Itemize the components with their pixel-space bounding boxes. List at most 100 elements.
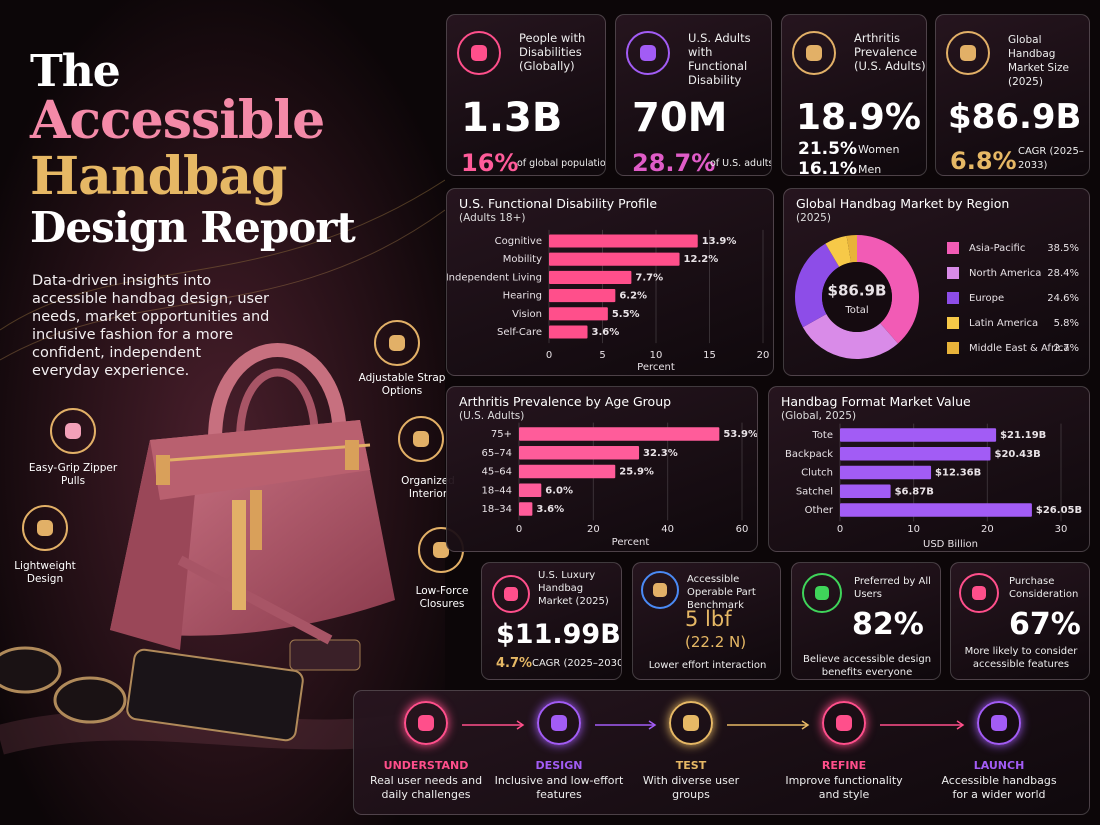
stat-card: U.S. Adults with Functional Disability 7… [615,14,772,176]
bar [549,289,616,303]
step-description: Inclusive and low-effort features [494,774,624,801]
feature-icon [374,320,420,366]
stat-sub-value: 6.8% [950,147,1017,175]
stat-value: 1.3B [461,95,563,141]
chart: 0 5 10 15 20 Percent Cognitive 13.9% Mobility 12.… [447,229,769,373]
chart-title: Global Handbag Market by Region [796,196,1010,211]
center-value: $86.9B [828,282,887,300]
bar [840,503,1032,517]
x-tick-label: 0 [837,524,843,535]
bar [519,483,542,497]
x-tick-label: 5 [599,350,605,361]
arrow-head [956,720,965,730]
step-icon [822,701,866,745]
bar [840,484,891,498]
stat-breakdown-value: 16.1% [798,159,857,176]
stat-card: Purchase Consideration 67% More likely t… [950,562,1090,680]
stat-value: 70M [632,95,728,141]
chart-card: Handbag Format Market Value (Global, 202… [768,386,1090,552]
stat-breakdown-value: 21.5% [798,139,857,159]
feature-label: Adjustable Strap Options [358,372,446,397]
bar [519,427,720,441]
stat-card: Arthritis Prevalence (U.S. Adults) 18.9%… [781,14,927,176]
stat-breakdown-label: Women [858,143,900,156]
x-tick-label: 20 [981,524,994,535]
x-tick-label: 0 [546,350,552,361]
bar [519,446,640,460]
legend-label: Europe [969,293,1004,304]
pie-slice [802,314,899,359]
x-tick-label: 40 [661,524,674,535]
stat-label: Accessible Operable Part Benchmark [687,574,756,611]
y-tick-label: Cognitive [495,236,542,247]
bar [840,465,932,480]
value-label: 7.7% [635,272,663,283]
value-label: 5.8% [1054,318,1079,329]
x-tick-label: 15 [703,350,716,361]
hero-art [0,0,445,825]
value-label: 12.2% [684,254,719,265]
stat-sub-value: 4.7% [496,656,533,671]
stat-card: U.S. Luxury Handbag Market (2025) $11.99… [481,562,622,680]
value-label: 6.2% [619,291,647,302]
chart-card: Arthritis Prevalence by Age Group (U.S. … [446,386,758,552]
arrow-head [648,720,657,730]
legend-label: Asia-Pacific [969,243,1025,254]
stat-value: $11.99B [496,619,621,650]
value-label: 24.6% [1047,293,1079,304]
step-icon-glyph [991,715,1007,731]
title-line: Design Report [30,203,356,252]
stat-card: Global Handbag Market Size (2025) $86.9B… [935,14,1090,176]
step-description: With diverse user groups [642,774,740,801]
y-tick-label: Vision [512,309,542,320]
stat-sub-label: Believe accessible design benefits every… [802,654,932,678]
step-name: LAUNCH [973,759,1025,772]
title-line: Handbag [30,146,287,207]
stat-sub-value: 16% [461,149,519,176]
x-tick-label: 60 [736,524,749,535]
bar [549,252,680,266]
feature-icon [50,408,96,454]
stat-card: Accessible Operable Part Benchmark 5 lbf… [632,562,781,680]
y-tick-label: 18–34 [482,504,512,515]
stat-value: 67% [1009,607,1081,642]
step-icon [404,701,448,745]
x-axis-label: Percent [637,362,675,373]
pie-slice [846,235,857,263]
bar [519,502,533,516]
chart-subtitle: (Adults 18+) [459,212,526,224]
feature-icon [398,416,444,462]
process-card: UNDERSTAND Real user needs and daily chal… [353,690,1090,815]
bar [840,447,991,461]
stat-label: U.S. Adults with Functional Disability [688,31,751,87]
chart: 0 20 40 60 Percent 75+ 53.9% 65–74 32.3% 45–64 25.… [482,422,757,548]
legend-label: Middle East & Africa [969,343,1069,354]
chart-card: U.S. Functional Disability Profile (Adul… [446,188,774,376]
y-tick-label: Backpack [785,449,833,460]
stat-label: Arthritis Prevalence (U.S. Adults) [854,31,926,73]
chart-title: U.S. Functional Disability Profile [459,196,658,211]
stat-icon [946,31,990,75]
stat-value: 82% [852,607,924,642]
bar [549,270,632,284]
stat-label: Purchase Consideration [1009,576,1079,600]
y-tick-label: Mobility [503,254,542,265]
legend-swatch [947,292,959,304]
bar [549,325,588,339]
description: Data-driven insights into accessible han… [32,273,270,379]
stat-sub-value: (22.2 N) [685,633,747,651]
y-tick-label: Independent Living [447,272,542,283]
y-tick-label: Tote [811,430,833,441]
chart-card: Global Handbag Market by Region (2025) A… [783,188,1090,376]
value-label: 25.9% [619,467,654,478]
step-name: UNDERSTAND [383,759,469,772]
stat-sub-label: of U.S. adults [710,158,772,169]
feature-label: Organized Interior [401,475,455,500]
stat-icon [792,31,836,75]
stat-label: U.S. Luxury Handbag Market (2025) [538,570,609,607]
stat-value: 18.9% [796,97,921,138]
pie-slice [825,235,852,267]
y-tick-label: Self-Care [497,327,542,338]
step-icon [537,701,581,745]
step-icon [669,701,713,745]
